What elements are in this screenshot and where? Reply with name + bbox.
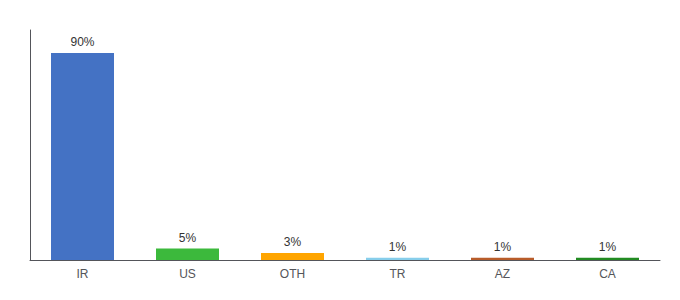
svg-text:1%: 1%	[389, 240, 407, 254]
svg-text:5%: 5%	[179, 231, 197, 245]
svg-text:90%: 90%	[70, 35, 94, 49]
svg-text:IR: IR	[77, 267, 89, 281]
svg-text:1%: 1%	[494, 240, 512, 254]
svg-text:CA: CA	[599, 267, 616, 281]
svg-text:US: US	[179, 267, 196, 281]
svg-text:3%: 3%	[284, 235, 302, 249]
svg-text:OTH: OTH	[280, 267, 305, 281]
svg-text:TR: TR	[390, 267, 406, 281]
svg-text:1%: 1%	[599, 240, 617, 254]
svg-text:AZ: AZ	[495, 267, 510, 281]
